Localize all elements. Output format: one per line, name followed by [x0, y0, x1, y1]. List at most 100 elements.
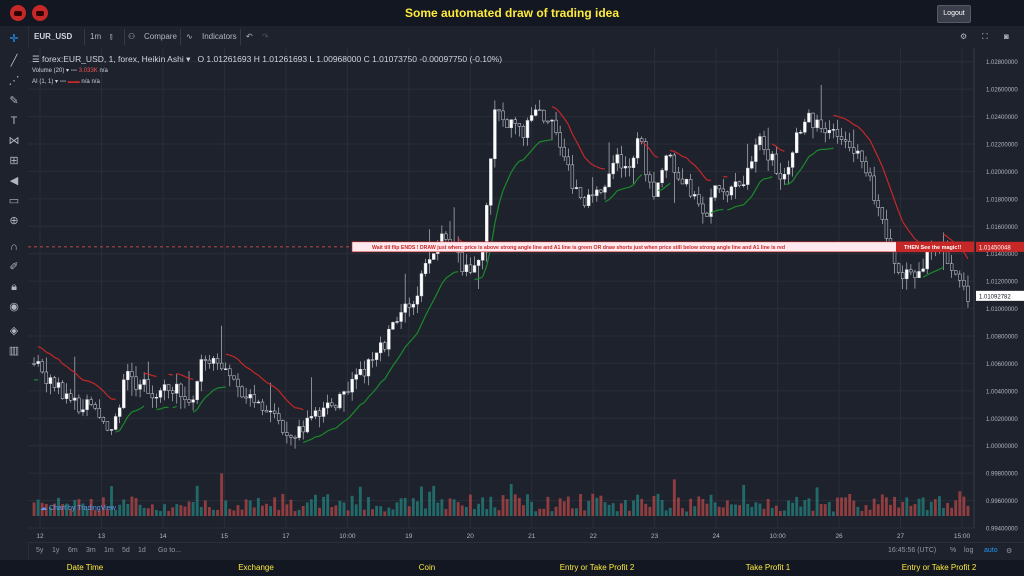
footer-exchange[interactable]: Exchange [238, 563, 274, 572]
trendline-icon[interactable]: ╱ [10, 55, 18, 67]
back-arrow-icon[interactable]: ◀ [9, 175, 19, 187]
legend-collapse-icon[interactable]: ☰ [32, 54, 40, 64]
ai-indicator-segment [148, 373, 153, 377]
interval-button[interactable]: 1m [90, 32, 102, 41]
ai-indicator-segment [670, 149, 675, 153]
indicators-button[interactable]: Indicators [202, 32, 237, 41]
candle-body [774, 153, 778, 174]
range-6m[interactable]: 6m [68, 547, 78, 554]
fullscreen-icon[interactable]: ⛶ [982, 32, 988, 41]
layers-icon[interactable]: ◈ [9, 325, 19, 337]
ruler-icon[interactable]: ▭ [8, 195, 20, 207]
volume-bar [897, 507, 901, 516]
ai-indicator-segment [152, 374, 157, 378]
ai-indicator-segment [380, 378, 386, 383]
volume-bar [742, 484, 746, 516]
logout-button[interactable]: Logout [937, 5, 971, 23]
goto-button[interactable]: Go to... [158, 547, 181, 554]
candle-body [786, 167, 791, 175]
ai-indicator-segment [176, 372, 182, 376]
range-3m[interactable]: 3m [86, 547, 96, 554]
volume-bar [452, 499, 456, 516]
candle-body [782, 174, 787, 180]
ai-indicator-segment [115, 430, 120, 433]
tradingview-logo[interactable]: ☁ Chart by TradingView [40, 505, 116, 512]
price-chart[interactable]: 1.02800000 1.02600000 1.02400000 1.02200000… [28, 48, 1024, 542]
range-5d[interactable]: 5d [122, 547, 130, 554]
ai-indicator-segment [771, 143, 777, 147]
volume-bar [330, 506, 334, 516]
ai-indicator-segment [37, 346, 43, 350]
volume-bar [473, 509, 476, 516]
candle-body [256, 401, 261, 404]
volume-bar [256, 497, 260, 516]
undo-icon[interactable]: ↶ [246, 32, 253, 41]
range-1d[interactable]: 1d [138, 547, 146, 554]
volume-bar [807, 498, 811, 516]
compare-button[interactable]: Compare [144, 32, 177, 41]
indicators-icon[interactable]: ∿ [186, 32, 193, 41]
ai-indicator-segment [144, 372, 149, 375]
candle-body [672, 154, 677, 173]
screenshot-icon[interactable]: ◙ [1004, 32, 1009, 41]
volume-bar [738, 505, 742, 516]
ai-indicator-segment [710, 210, 716, 214]
fib-icon[interactable]: ⋰ [8, 75, 20, 87]
footer-entry-2[interactable]: Entry or Take Profit 2 [901, 563, 977, 572]
volume-bar [481, 497, 485, 516]
crosshair-icon[interactable]: ✛ [9, 33, 19, 45]
redo-icon[interactable]: ↷ [262, 32, 269, 41]
ai-indicator-segment [825, 148, 830, 150]
candle-body [525, 120, 530, 138]
candle-body [130, 371, 134, 378]
footer-entry-1[interactable]: Entry or Take Profit 2 [559, 563, 635, 572]
candle-body [901, 272, 905, 280]
chart-style-icon[interactable]: ⫾ [110, 32, 113, 41]
x-tick-label: 15 [221, 533, 229, 540]
range-1m[interactable]: 1m [104, 547, 114, 554]
eye-icon[interactable]: ◉ [9, 301, 19, 313]
ai-indicator-segment [522, 154, 528, 161]
ai-indicator-segment [196, 402, 202, 410]
auto-toggle[interactable]: auto [984, 547, 998, 554]
settings-icon[interactable]: ⚙ [960, 32, 968, 41]
chart-settings-icon[interactable]: ⚙ [1006, 548, 1013, 555]
candle-body [224, 368, 228, 370]
candle-body [171, 390, 175, 394]
volume-bar [676, 497, 680, 516]
magnet-icon[interactable]: ∩ [10, 241, 18, 253]
range-1y[interactable]: 1y [52, 547, 60, 554]
candle-body [166, 384, 171, 391]
candle-body [281, 420, 285, 433]
trash-icon[interactable]: ▥ [8, 345, 20, 357]
volume-bar [179, 505, 183, 516]
volume-bar [187, 501, 191, 516]
prediction-icon[interactable]: ⊞ [9, 155, 19, 167]
footer-take-profit-1[interactable]: Take Profit 1 [745, 563, 791, 572]
range-5y[interactable]: 5y [36, 547, 44, 554]
ai-indicator-segment [637, 174, 643, 180]
text-icon[interactable]: T [10, 115, 18, 127]
percent-toggle[interactable]: % [950, 547, 957, 554]
ai-indicator-segment [49, 353, 55, 358]
candle-body [252, 394, 256, 403]
candle-body [790, 152, 795, 168]
footer-date-time[interactable]: Date Time [66, 563, 104, 572]
stay-drawing-icon[interactable]: ✐ [9, 261, 19, 273]
brush-icon[interactable]: ✎ [9, 95, 19, 107]
compare-icon[interactable]: ⚇ [128, 32, 136, 41]
ai-indicator-segment [845, 118, 850, 123]
symbol-search[interactable]: EUR_USD [34, 32, 73, 41]
ai-indicator-segment [571, 133, 577, 142]
volume-bar [864, 505, 868, 516]
lock-icon[interactable]: 🔒︎ [11, 281, 17, 293]
volume-bar [917, 498, 921, 516]
ai-indicator-segment [796, 169, 802, 176]
candle-body [533, 109, 538, 116]
ai-indicator-segment [751, 188, 757, 197]
zoom-in-icon[interactable]: ⊕ [9, 215, 19, 227]
log-toggle[interactable]: log [964, 547, 974, 554]
pattern-icon[interactable]: ⋈ [8, 135, 20, 147]
footer-coin[interactable]: Coin [418, 563, 436, 572]
ai-indicator-segment [645, 144, 651, 150]
